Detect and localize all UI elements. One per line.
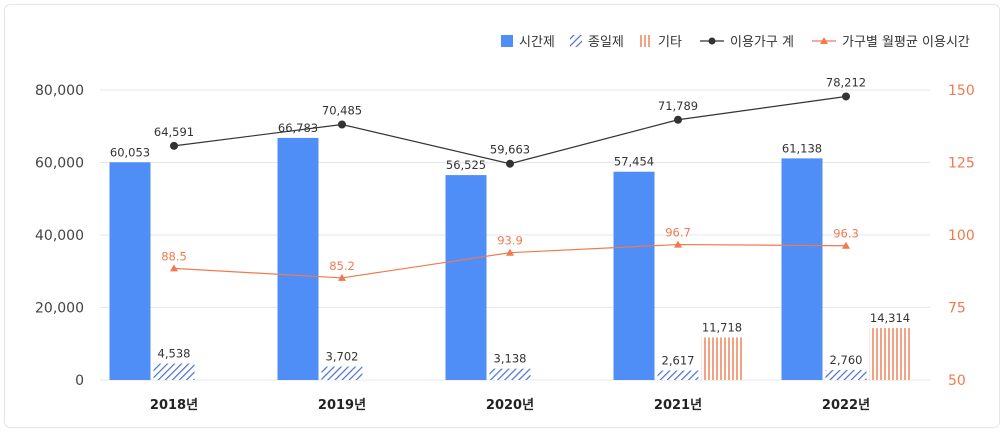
bar-part-time-3 (613, 171, 655, 380)
data-label-avg-hours-4: 96.3 (833, 227, 859, 241)
data-label-other-3: 11,718 (702, 321, 742, 335)
legend-item-part-time: 시간제 (501, 35, 555, 50)
y-right-tick-label-4: 150 (948, 83, 975, 99)
point-total-households-2 (506, 159, 514, 168)
legend-item-total-households: 이용가구 계 (700, 35, 794, 50)
point-total-households-3 (674, 115, 682, 124)
point-total-households-4 (842, 92, 850, 101)
legend-label-total-households: 이용가구 계 (730, 35, 794, 50)
legend: 시간제 종일제 기타 이용가구 계 가구별 월평균 이용시간 (501, 35, 970, 50)
x-axis: 2018년 2019년 2020년 2021년 2022년 (150, 398, 870, 413)
y-left-tick-label-4: 80,000 (35, 83, 84, 99)
data-label-other-4: 14,314 (870, 311, 910, 325)
bar-full-day-0 (153, 363, 195, 380)
y-axis-left: 0 20,000 40,000 60,000 80,000 (35, 83, 84, 389)
data-label-total-households-0: 64,591 (154, 125, 194, 139)
legend-label-avg-hours: 가구별 월평균 이용시간 (842, 35, 970, 50)
data-label-avg-hours-2: 93.9 (497, 234, 523, 248)
bar-full-day-1 (321, 366, 363, 380)
lines: 64,591 70,485 59,663 71,789 78,212 88.5 85.2 93… (154, 75, 866, 281)
x-category-label-0: 2018년 (150, 398, 198, 413)
legend-swatch-part-time (501, 35, 513, 47)
data-label-total-households-1: 70,485 (322, 103, 362, 117)
data-label-part-time-3: 57,454 (614, 155, 654, 169)
bar-other-3 (701, 337, 743, 380)
y-left-tick-label-1: 20,000 (35, 301, 84, 317)
x-category-label-3: 2021년 (654, 398, 702, 413)
y-right-tick-label-1: 75 (948, 301, 966, 317)
legend-marker-avg-hours (820, 37, 828, 44)
y-right-tick-label-0: 50 (948, 373, 966, 389)
data-label-avg-hours-1: 85.2 (329, 259, 355, 273)
data-label-full-day-2: 3,138 (494, 352, 527, 366)
y-left-tick-label-0: 0 (75, 373, 84, 389)
chart-frame (4, 4, 1000, 428)
data-label-avg-hours-3: 96.7 (665, 226, 691, 240)
data-label-part-time-2: 56,525 (446, 158, 486, 172)
data-label-total-households-3: 71,789 (658, 99, 698, 113)
y-right-tick-label-3: 125 (948, 156, 975, 172)
legend-swatch-other (640, 35, 652, 47)
data-label-full-day-1: 3,702 (326, 350, 359, 364)
point-avg-hours-4 (842, 241, 850, 249)
data-label-avg-hours-0: 88.5 (161, 249, 187, 263)
data-label-part-time-4: 61,138 (782, 141, 822, 155)
y-right-tick-label-2: 100 (948, 228, 975, 244)
point-total-households-1 (338, 120, 346, 129)
x-category-label-4: 2022년 (822, 398, 870, 413)
point-avg-hours-0 (170, 264, 178, 272)
data-label-total-households-4: 78,212 (826, 75, 866, 89)
point-avg-hours-2 (506, 248, 514, 256)
legend-swatch-full-day (570, 35, 582, 47)
data-label-part-time-0: 60,053 (110, 145, 150, 159)
point-avg-hours-1 (338, 273, 346, 281)
y-left-tick-label-3: 60,000 (35, 156, 84, 172)
legend-label-other: 기타 (658, 35, 682, 50)
data-label-total-households-2: 59,663 (490, 143, 530, 157)
bar-part-time-2 (445, 175, 487, 380)
bar-full-day-2 (489, 368, 531, 380)
data-label-full-day-4: 2,760 (830, 353, 863, 367)
bar-part-time-0 (109, 162, 151, 380)
point-total-households-0 (170, 141, 178, 150)
bar-part-time-4 (781, 158, 823, 380)
legend-label-full-day: 종일제 (588, 35, 624, 50)
data-label-full-day-0: 4,538 (158, 347, 191, 361)
x-category-label-1: 2019년 (318, 398, 366, 413)
legend-marker-total-households (708, 37, 716, 45)
legend-item-other: 기타 (640, 35, 682, 50)
bar-full-day-4 (825, 369, 867, 380)
bar-other-4 (869, 328, 911, 380)
data-label-full-day-3: 2,617 (662, 354, 695, 368)
point-avg-hours-3 (674, 240, 682, 248)
legend-item-full-day: 종일제 (570, 35, 624, 50)
bar-full-day-3 (657, 370, 699, 380)
y-left-tick-label-2: 40,000 (35, 228, 84, 244)
legend-item-avg-hours: 가구별 월평균 이용시간 (812, 35, 970, 50)
x-category-label-2: 2020년 (486, 398, 534, 413)
legend-label-part-time: 시간제 (519, 35, 555, 50)
bar-part-time-1 (277, 137, 319, 380)
y-axis-right: 50 75 100 125 150 (948, 83, 975, 389)
